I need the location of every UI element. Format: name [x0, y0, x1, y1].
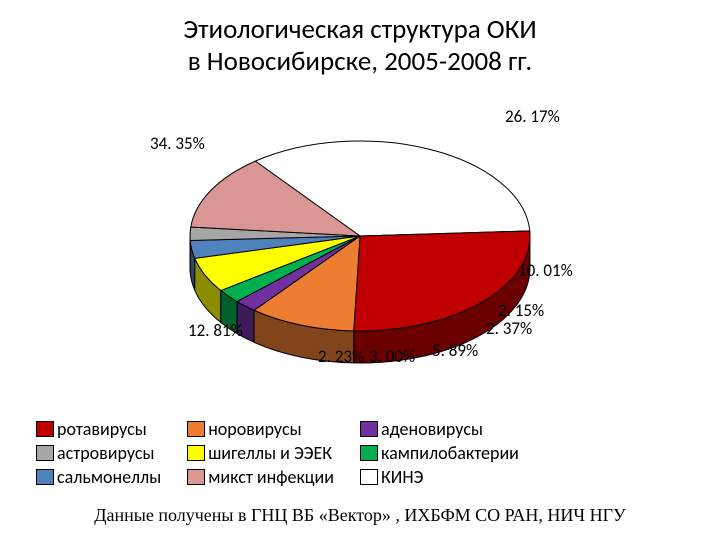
pie-label-astro: 2. 23% [318, 346, 364, 367]
legend-text-mix: микст инфекции [208, 466, 334, 488]
legend-swatch-rota [36, 421, 54, 437]
legend-swatch-noro [187, 421, 205, 437]
legend-item-adeno: аденовирусы [360, 418, 519, 440]
legend-swatch-kine [360, 469, 378, 485]
legend-item-rota: ротавирусы [36, 418, 161, 440]
legend-swatch-salmonella [36, 469, 54, 485]
pie-label-noro: 10. 01% [518, 260, 573, 281]
legend-column: ротавирусыастровирусысальмонеллы [36, 418, 161, 490]
legend-item-mix: микст инфекции [187, 466, 334, 488]
pie-label-shigella: 5. 89% [432, 340, 478, 361]
pie-label-salmonella: 3. 00% [369, 346, 415, 367]
legend-swatch-adeno [360, 421, 378, 437]
pie-label-mix: 12. 81% [188, 320, 243, 341]
legend-item-astro: астровирусы [36, 442, 161, 464]
legend-column: норовирусышигеллы и ЭЭЕКмикст инфекции [187, 418, 334, 490]
pie-label-campylo: 2. 37% [486, 318, 532, 339]
legend-item-kine: КИНЭ [360, 466, 519, 488]
legend-text-noro: норовирусы [208, 418, 301, 440]
legend-item-shigella: шигеллы и ЭЭЕК [187, 442, 334, 464]
legend-swatch-astro [36, 445, 54, 461]
legend-text-astro: астровирусы [57, 442, 155, 464]
title-line2: в Новосибирске, 2005-2008 гг. [188, 45, 532, 78]
pie-chart: 34. 35%26. 17%10. 01%2. 15%2. 37%5. 89%3… [110, 78, 610, 408]
legend-swatch-mix [187, 469, 205, 485]
legend-text-rota: ротавирусы [57, 418, 147, 440]
legend-swatch-shigella [187, 445, 205, 461]
title-line1: Этиологическая структура ОКИ [183, 13, 536, 46]
legend-swatch-campylo [360, 445, 378, 461]
legend-text-salmonella: сальмонеллы [57, 466, 161, 488]
pie-label-rota: 26. 17% [505, 106, 560, 127]
legend-item-noro: норовирусы [187, 418, 334, 440]
pie-label-kine: 34. 35% [150, 133, 205, 154]
chart-title: Этиологическая структура ОКИ в Новосибир… [0, 14, 720, 79]
legend-text-shigella: шигеллы и ЭЭЕК [208, 442, 332, 464]
legend-item-salmonella: сальмонеллы [36, 466, 161, 488]
legend-text-kine: КИНЭ [381, 466, 423, 488]
legend-column: аденовирусыкампилобактерииКИНЭ [360, 418, 519, 490]
legend-item-campylo: кампилобактерии [360, 442, 519, 464]
legend: ротавирусыастровирусысальмонеллы норовиру… [36, 418, 684, 490]
legend-text-campylo: кампилобактерии [381, 442, 519, 464]
legend-text-adeno: аденовирусы [381, 418, 483, 440]
footer-text: Данные получены в ГНЦ ВБ «Вектор» , ИХБФ… [0, 505, 720, 526]
